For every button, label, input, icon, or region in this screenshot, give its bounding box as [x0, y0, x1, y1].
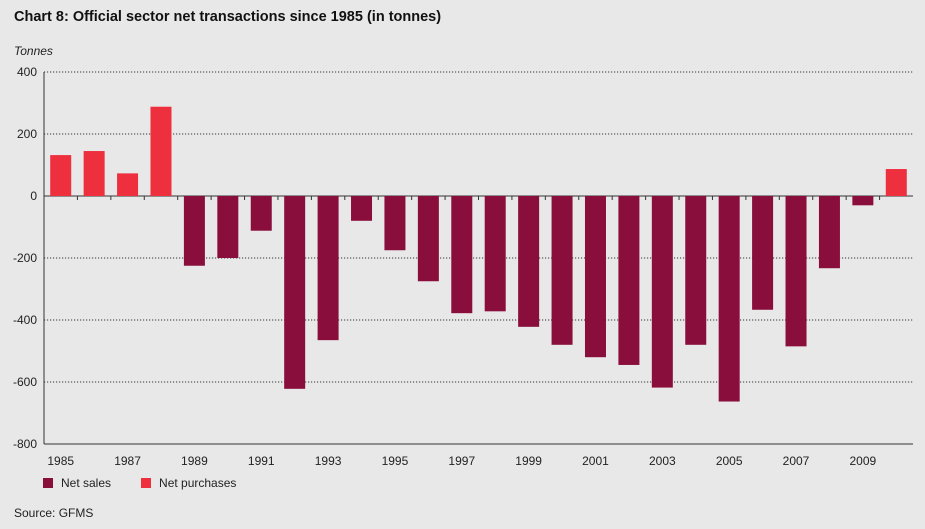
bar-1991: [250, 196, 272, 231]
bar-1987: [117, 173, 139, 196]
bar-1993: [317, 196, 339, 341]
y-tick-label: -400: [13, 313, 37, 327]
x-tick-label: 1997: [448, 454, 475, 468]
bar-1996: [417, 196, 439, 282]
bar-2002: [618, 196, 640, 365]
x-tick-label: 1995: [382, 454, 409, 468]
bar-2005: [718, 196, 740, 402]
bar-1992: [284, 196, 306, 389]
bar-1988: [150, 106, 172, 196]
bar-1998: [484, 196, 506, 312]
bar-1995: [384, 196, 406, 251]
x-tick-label: 2005: [716, 454, 743, 468]
y-tick-label: 200: [17, 127, 37, 141]
x-tick-label: 1991: [248, 454, 275, 468]
y-axis-unit-label: Tonnes: [14, 44, 53, 58]
bar-1999: [518, 196, 540, 327]
y-tick-label: 0: [30, 189, 37, 203]
x-tick-label: 1989: [181, 454, 208, 468]
bar-1990: [217, 196, 239, 258]
bar-2009: [852, 196, 874, 206]
bar-2006: [752, 196, 774, 310]
bar-2003: [651, 196, 673, 388]
bar-2001: [584, 196, 606, 358]
legend-item-net-sales: Net sales: [43, 476, 111, 490]
x-tick-label: 2007: [783, 454, 810, 468]
x-tick-label: 1993: [315, 454, 342, 468]
bar-2000: [551, 196, 573, 345]
net-purchases-swatch: [141, 478, 152, 488]
legend-label-net-sales: Net sales: [61, 476, 112, 490]
x-tick-label: 1987: [114, 454, 141, 468]
bar-2008: [818, 196, 840, 269]
chart-legend: Net sales Net purchases: [43, 476, 236, 490]
x-tick-label: 2009: [850, 454, 877, 468]
bar-1986: [83, 151, 105, 196]
legend-item-net-purchases: Net purchases: [141, 476, 236, 490]
y-tick-label: -800: [13, 437, 37, 451]
y-tick-label: -600: [13, 375, 37, 389]
bar-2007: [785, 196, 807, 347]
bar-1994: [351, 196, 373, 221]
bar-2004: [685, 196, 707, 345]
x-tick-label: 2001: [582, 454, 609, 468]
x-tick-label: 1985: [47, 454, 74, 468]
y-tick-label: -200: [13, 251, 37, 265]
y-tick-label: 400: [17, 65, 37, 79]
x-tick-label: 1999: [515, 454, 542, 468]
x-tick-label: 2003: [649, 454, 676, 468]
bar-2010: [885, 169, 907, 196]
legend-label-net-purchases: Net purchases: [159, 476, 237, 490]
bar-1985: [50, 155, 72, 196]
source-note: Source: GFMS: [14, 506, 94, 520]
chart-title: Chart 8: Official sector net transaction…: [14, 9, 442, 25]
bar-1997: [451, 196, 473, 314]
bar-1989: [183, 196, 205, 266]
net-sales-swatch: [43, 478, 53, 488]
